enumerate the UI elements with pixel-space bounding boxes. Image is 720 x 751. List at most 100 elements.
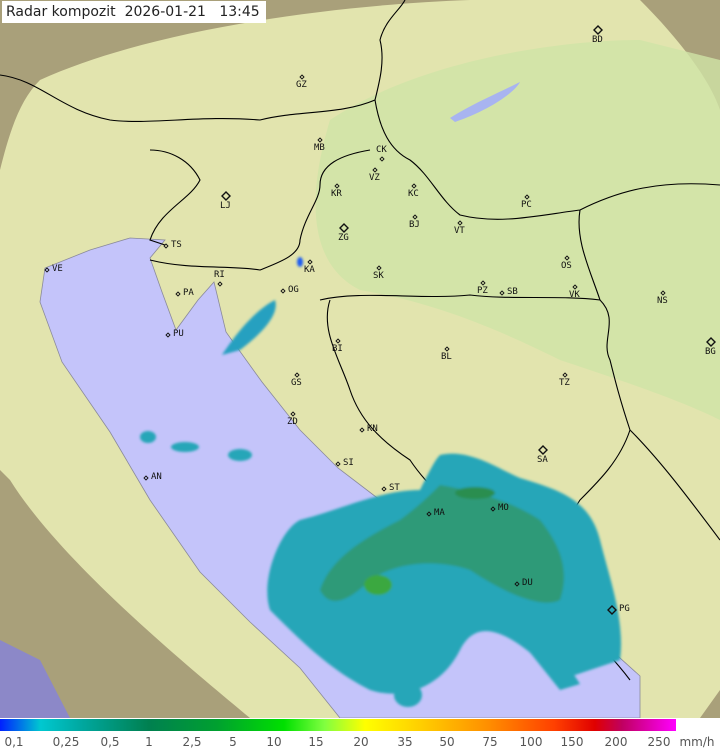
city-marker-icon bbox=[562, 372, 568, 378]
city-marker-icon bbox=[307, 259, 313, 265]
precip-cell bbox=[394, 683, 422, 707]
city-marker-icon bbox=[165, 332, 171, 338]
legend-label: 0,5 bbox=[100, 735, 120, 749]
city-marker-icon bbox=[538, 445, 548, 455]
city-marker-icon bbox=[299, 74, 305, 80]
precip-streak bbox=[520, 630, 580, 690]
legend-label: 1 bbox=[145, 735, 153, 749]
city-marker-icon bbox=[221, 191, 231, 201]
legend-unit: mm/h bbox=[679, 735, 715, 749]
city-marker-icon bbox=[480, 280, 486, 286]
city-marker-icon bbox=[411, 183, 417, 189]
precip-cell-heavy bbox=[455, 487, 495, 499]
city-label-kc: KC bbox=[408, 189, 419, 199]
legend-label: 20 bbox=[353, 735, 369, 749]
sea-outside-coverage bbox=[0, 640, 70, 718]
title-box: Radar kompozit 2026-01-21 13:45 bbox=[2, 1, 266, 23]
city-marker-icon bbox=[175, 291, 181, 297]
legend-label: 10 bbox=[266, 735, 282, 749]
city-label-vt: VT bbox=[454, 226, 465, 236]
city-marker-icon bbox=[280, 288, 286, 294]
legend-label: 0,1 bbox=[4, 735, 24, 749]
city-label-bj: BJ bbox=[409, 220, 420, 230]
city-label-sa: SA bbox=[537, 455, 548, 465]
city-marker-icon bbox=[217, 281, 223, 287]
city-label-st: ST bbox=[389, 483, 400, 493]
legend-label: 150 bbox=[560, 735, 584, 749]
city-label-zd: ZD bbox=[287, 417, 298, 427]
precip-area-velebit bbox=[222, 300, 276, 355]
city-label-mo: MO bbox=[498, 503, 509, 513]
city-label-tz: TZ bbox=[559, 378, 570, 388]
city-marker-icon bbox=[457, 220, 463, 226]
city-marker-icon bbox=[335, 461, 341, 467]
city-label-ma: MA bbox=[434, 508, 445, 518]
city-marker-icon bbox=[499, 290, 505, 296]
city-label-mb: MB bbox=[314, 143, 325, 153]
legend-label: 5 bbox=[229, 735, 237, 749]
city-marker-icon bbox=[143, 475, 149, 481]
city-marker-icon bbox=[381, 486, 387, 492]
lake-balaton bbox=[450, 82, 520, 122]
city-marker-icon bbox=[660, 290, 666, 296]
city-marker-icon bbox=[593, 25, 603, 35]
city-label-ka: KA bbox=[304, 265, 315, 275]
city-marker-icon bbox=[607, 605, 617, 615]
legend-label: 100 bbox=[519, 735, 543, 749]
city-label-bl: BL bbox=[441, 352, 452, 362]
city-marker-icon bbox=[359, 427, 365, 433]
city-label-gs: GS bbox=[291, 378, 302, 388]
city-label-ve: VE bbox=[52, 264, 63, 274]
city-marker-icon bbox=[490, 506, 496, 512]
city-marker-icon bbox=[524, 194, 530, 200]
city-marker-icon bbox=[564, 255, 570, 261]
precip-area-core bbox=[320, 485, 564, 603]
city-label-ts: TS bbox=[171, 240, 182, 250]
city-marker-icon bbox=[44, 267, 50, 273]
city-label-an: AN bbox=[151, 472, 162, 482]
city-label-kn: KN bbox=[367, 424, 378, 434]
city-markers bbox=[44, 25, 716, 615]
city-label-pc: PC bbox=[521, 200, 532, 210]
city-label-pu: PU bbox=[173, 329, 184, 339]
city-marker-icon bbox=[372, 167, 378, 173]
precipitation-legend-bar bbox=[0, 719, 676, 731]
title-label: Radar kompozit bbox=[6, 4, 116, 20]
lowland-plains bbox=[315, 40, 720, 420]
precipitation-echoes bbox=[140, 257, 621, 707]
legend-label: 50 bbox=[439, 735, 455, 749]
precip-cell-heavy bbox=[364, 575, 392, 595]
city-marker-icon bbox=[572, 284, 578, 290]
legend-label: 75 bbox=[482, 735, 498, 749]
precip-cell bbox=[228, 449, 252, 461]
city-marker-icon bbox=[290, 411, 296, 417]
city-marker-icon bbox=[706, 337, 716, 347]
legend-label: 15 bbox=[308, 735, 324, 749]
city-label-ns: NS bbox=[657, 296, 668, 306]
city-label-pz: PZ bbox=[477, 286, 488, 296]
city-marker-icon bbox=[444, 346, 450, 352]
city-label-pg: PG bbox=[619, 604, 630, 614]
city-label-bi: BI bbox=[332, 344, 343, 354]
city-marker-icon bbox=[514, 581, 520, 587]
city-marker-icon bbox=[412, 214, 418, 220]
city-label-gz: GZ bbox=[296, 80, 307, 90]
legend-label: 200 bbox=[604, 735, 628, 749]
city-marker-icon bbox=[339, 223, 349, 233]
city-marker-icon bbox=[335, 338, 341, 344]
city-marker-icon bbox=[317, 137, 323, 143]
city-label-zg: ZG bbox=[338, 233, 349, 243]
title-date: 2026-01-21 bbox=[124, 4, 206, 20]
city-label-sb: SB bbox=[507, 287, 518, 297]
city-label-og: OG bbox=[288, 285, 299, 295]
title-time: 13:45 bbox=[219, 4, 260, 20]
city-label-ri: RI bbox=[214, 270, 225, 280]
city-label-vz: VZ bbox=[369, 173, 380, 183]
city-label-ck: CK bbox=[376, 145, 387, 155]
city-marker-icon bbox=[334, 183, 340, 189]
precip-cell bbox=[171, 442, 199, 452]
city-label-kr: KR bbox=[331, 189, 342, 199]
radar-map[interactable] bbox=[0, 0, 720, 718]
legend-label: 0,25 bbox=[52, 735, 80, 749]
city-label-si: SI bbox=[343, 458, 354, 468]
